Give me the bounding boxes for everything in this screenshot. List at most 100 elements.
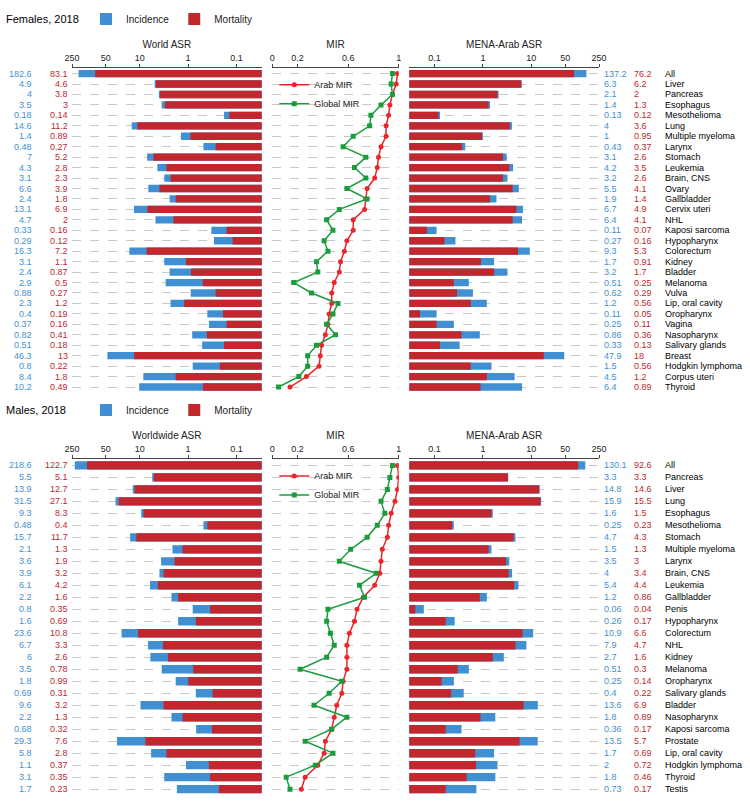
svg-text:0: 0	[270, 53, 275, 63]
svg-text:Males, 2018: Males, 2018	[6, 404, 66, 416]
svg-text:1.9: 1.9	[604, 194, 617, 204]
svg-text:0.13: 0.13	[634, 340, 652, 350]
svg-text:Kaposi sarcoma: Kaposi sarcoma	[665, 724, 730, 734]
svg-text:0.95: 0.95	[634, 131, 652, 141]
svg-text:31.5: 31.5	[14, 496, 32, 506]
svg-text:0.4: 0.4	[19, 309, 32, 319]
svg-text:83.1: 83.1	[50, 69, 68, 79]
svg-text:0.51: 0.51	[604, 278, 622, 288]
svg-text:0.2: 0.2	[291, 444, 304, 454]
svg-text:Kidney: Kidney	[665, 257, 693, 267]
svg-text:11.7: 11.7	[51, 532, 68, 542]
svg-text:0.13: 0.13	[604, 110, 622, 120]
svg-text:2: 2	[604, 760, 609, 770]
svg-text:0.32: 0.32	[50, 724, 68, 734]
svg-text:Females, 2018: Females, 2018	[6, 13, 79, 25]
svg-text:7.6: 7.6	[55, 736, 68, 746]
svg-text:4.3: 4.3	[634, 532, 647, 542]
svg-text:13.9: 13.9	[14, 484, 32, 494]
svg-text:Colorectum: Colorectum	[665, 628, 711, 638]
svg-text:6: 6	[27, 652, 32, 662]
svg-text:6.3: 6.3	[604, 79, 617, 89]
svg-text:0.35: 0.35	[50, 604, 68, 614]
svg-text:3.2: 3.2	[55, 568, 68, 578]
svg-text:3.2: 3.2	[604, 173, 617, 183]
svg-text:Kidney: Kidney	[665, 652, 693, 662]
svg-text:0.2: 0.2	[291, 53, 304, 63]
svg-text:1.8: 1.8	[604, 772, 617, 782]
svg-text:1.9: 1.9	[55, 556, 68, 566]
svg-text:World ASR: World ASR	[142, 39, 191, 50]
svg-text:2.8: 2.8	[55, 748, 68, 758]
svg-text:Lung: Lung	[665, 121, 685, 131]
svg-text:0.11: 0.11	[634, 319, 651, 329]
svg-text:Global MIR: Global MIR	[314, 490, 360, 500]
svg-text:14.8: 14.8	[604, 484, 622, 494]
svg-text:0.37: 0.37	[14, 319, 32, 329]
svg-text:250: 250	[591, 53, 606, 63]
svg-text:Liver: Liver	[665, 79, 685, 89]
svg-text:1.1: 1.1	[55, 257, 68, 267]
svg-text:3.4: 3.4	[634, 568, 647, 578]
svg-text:0.4: 0.4	[604, 688, 617, 698]
svg-text:Vulva: Vulva	[665, 288, 687, 298]
svg-text:4.7: 4.7	[604, 532, 617, 542]
svg-text:6.7: 6.7	[19, 640, 32, 650]
svg-text:5.8: 5.8	[19, 748, 32, 758]
svg-text:1.5: 1.5	[634, 508, 647, 518]
svg-text:3.1: 3.1	[19, 173, 32, 183]
svg-text:0.1: 0.1	[428, 53, 441, 63]
svg-text:Larynx: Larynx	[665, 142, 693, 152]
svg-text:3.2: 3.2	[55, 700, 68, 710]
svg-text:4.3: 4.3	[19, 163, 32, 173]
svg-text:NHL: NHL	[665, 215, 683, 225]
svg-text:Arab MIR: Arab MIR	[314, 471, 353, 481]
svg-text:MIR: MIR	[326, 430, 344, 441]
svg-text:0.18: 0.18	[50, 340, 68, 350]
svg-text:0.3: 0.3	[634, 664, 647, 674]
svg-text:0.23: 0.23	[634, 520, 652, 530]
svg-text:0.22: 0.22	[50, 361, 68, 371]
svg-text:1.2: 1.2	[634, 372, 647, 382]
svg-text:Multiple myeloma: Multiple myeloma	[665, 544, 735, 554]
svg-text:1: 1	[480, 53, 485, 63]
svg-text:16.3: 16.3	[14, 246, 32, 256]
svg-text:1.7: 1.7	[634, 267, 647, 277]
svg-text:92.6: 92.6	[634, 460, 652, 470]
svg-text:2.7: 2.7	[604, 652, 617, 662]
svg-text:1.7: 1.7	[604, 748, 617, 758]
svg-text:Hypopharynx: Hypopharynx	[665, 236, 719, 246]
svg-text:4.9: 4.9	[19, 79, 32, 89]
svg-text:250: 250	[591, 444, 606, 454]
svg-text:Kaposi sarcoma: Kaposi sarcoma	[665, 225, 730, 235]
svg-text:122.7: 122.7	[45, 460, 68, 470]
svg-text:3.9: 3.9	[55, 184, 68, 194]
svg-text:0.14: 0.14	[634, 676, 652, 686]
svg-text:10.8: 10.8	[50, 628, 68, 638]
svg-text:4.4: 4.4	[634, 580, 647, 590]
svg-text:All: All	[665, 69, 675, 79]
svg-text:0.69: 0.69	[634, 748, 652, 758]
svg-text:1.6: 1.6	[634, 652, 647, 662]
svg-text:1.4: 1.4	[19, 131, 32, 141]
svg-text:Ovary: Ovary	[665, 184, 690, 194]
svg-text:4.5: 4.5	[604, 372, 617, 382]
svg-text:Mortality: Mortality	[214, 405, 252, 416]
svg-text:130.1: 130.1	[604, 460, 627, 470]
svg-text:4.9: 4.9	[634, 204, 647, 214]
svg-text:Bladder: Bladder	[665, 700, 696, 710]
svg-text:3.5: 3.5	[604, 556, 617, 566]
svg-text:Vagina: Vagina	[665, 319, 692, 329]
svg-text:0.89: 0.89	[634, 382, 652, 392]
svg-text:0.48: 0.48	[14, 520, 32, 530]
svg-text:0.18: 0.18	[14, 110, 32, 120]
svg-text:0.29: 0.29	[14, 236, 32, 246]
svg-text:1.8: 1.8	[55, 194, 68, 204]
svg-text:1: 1	[480, 444, 485, 454]
svg-text:13.6: 13.6	[604, 700, 622, 710]
svg-text:Hodgkin lymphoma: Hodgkin lymphoma	[665, 760, 742, 770]
svg-text:0.27: 0.27	[50, 288, 68, 298]
svg-text:MENA-Arab ASR: MENA-Arab ASR	[466, 39, 542, 50]
svg-text:0.69: 0.69	[50, 616, 68, 626]
svg-text:1: 1	[186, 53, 191, 63]
